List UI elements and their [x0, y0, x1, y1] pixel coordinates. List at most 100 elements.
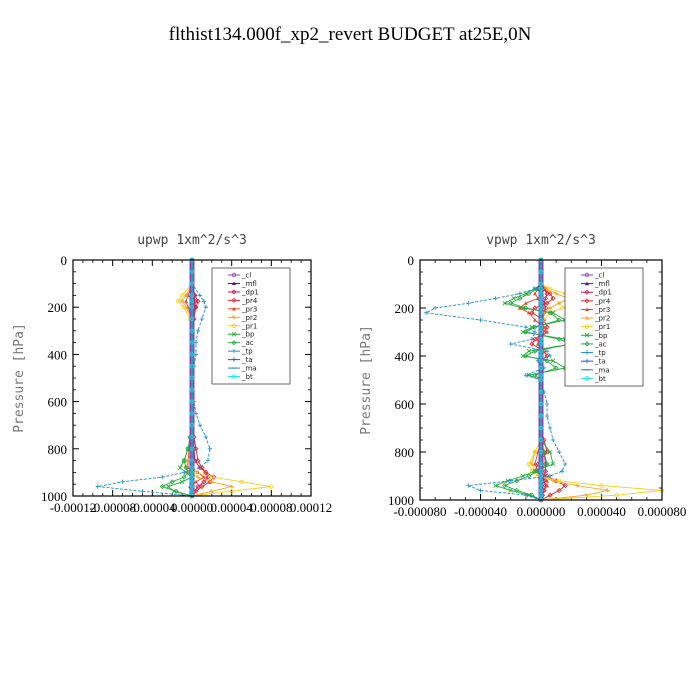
- data-point: [538, 325, 544, 330]
- data-point: [556, 317, 562, 323]
- data-point: [195, 458, 201, 464]
- data-point: [547, 353, 553, 359]
- legend-label: _ma: [594, 366, 610, 374]
- data-point: [195, 475, 200, 480]
- data-point: [197, 465, 203, 470]
- data-point: [193, 411, 199, 416]
- data-point: [523, 301, 528, 305]
- x-tick-label: 0.00008: [250, 500, 292, 515]
- data-point: [478, 317, 483, 323]
- data-point: [189, 399, 195, 404]
- data-point: [189, 411, 195, 416]
- legend-entry-ta: _ta: [228, 356, 253, 364]
- data-point: [559, 305, 565, 311]
- data-point: [181, 458, 187, 464]
- data-point: [523, 373, 529, 378]
- data-point: [556, 487, 562, 493]
- legend-entry-bp: _bp: [228, 331, 255, 339]
- x-tick-label: 0.00000: [171, 500, 213, 515]
- data-point: [526, 348, 532, 354]
- data-point: [203, 305, 209, 310]
- legend-entry-cl: _cl: [581, 272, 604, 280]
- data-point: [181, 470, 187, 475]
- legend-entry-ac: _ac: [581, 340, 607, 348]
- legend-label: _ta: [241, 356, 253, 364]
- data-point: [189, 458, 195, 463]
- data-point: [614, 493, 619, 498]
- data-point: [211, 474, 217, 480]
- legend-label: _mfl: [241, 280, 257, 288]
- data-point: [197, 293, 203, 298]
- data-point: [189, 299, 195, 304]
- legend-entry-pr3: _pr3: [581, 306, 610, 314]
- legend-entry-ma: _ma: [228, 365, 257, 373]
- data-point: [466, 301, 471, 306]
- data-point: [526, 473, 532, 479]
- legend-label: _pr3: [241, 305, 257, 313]
- data-point: [538, 281, 544, 287]
- legend-marker: [584, 350, 590, 355]
- data-point: [538, 449, 544, 455]
- data-point: [556, 449, 562, 455]
- legend-marker: [231, 323, 237, 328]
- data-point: [538, 301, 544, 306]
- series-bt: [538, 257, 544, 503]
- legend-entry-ma: _ma: [581, 366, 610, 374]
- data-point: [538, 478, 544, 483]
- data-point: [547, 286, 553, 291]
- data-point: [532, 348, 538, 354]
- data-point: [532, 318, 537, 322]
- legend-marker: [231, 331, 237, 337]
- data-point: [189, 489, 195, 494]
- legend-marker: [584, 341, 590, 347]
- data-point: [532, 324, 538, 330]
- data-point: [532, 372, 538, 378]
- x-tick-label: 0.00004: [211, 500, 254, 515]
- data-point: [184, 299, 189, 303]
- series-line-tp: [424, 260, 566, 501]
- data-point: [544, 401, 550, 407]
- data-point: [181, 474, 187, 480]
- data-point: [193, 352, 199, 357]
- x-tick-label: 0.000000: [517, 504, 566, 519]
- data-point: [532, 286, 538, 291]
- x-tick-label: 0.00012: [290, 500, 332, 515]
- legend-marker: [585, 281, 589, 286]
- y-tick-label: 200: [395, 301, 415, 316]
- data-point: [538, 469, 544, 474]
- data-point: [538, 329, 544, 335]
- data-point: [186, 458, 191, 463]
- data-point: [189, 470, 195, 475]
- data-point: [542, 468, 549, 474]
- data-point: [526, 291, 532, 297]
- data-point: [514, 487, 520, 493]
- legend-entry-mfl: _mfl: [228, 280, 257, 288]
- data-point: [201, 299, 207, 304]
- legend-label: _dp1: [594, 289, 612, 297]
- data-point: [180, 299, 185, 304]
- data-point: [538, 358, 544, 363]
- data-point: [544, 324, 550, 330]
- data-point: [557, 301, 562, 306]
- legend-entry-dp1: _dp1: [581, 289, 612, 297]
- data-point: [508, 478, 513, 483]
- panel-title: vpwp 1xm^2/s^3: [486, 233, 596, 248]
- legend-marker: [584, 358, 590, 364]
- data-point: [508, 341, 513, 347]
- data-point: [532, 336, 538, 342]
- data-point: [532, 291, 537, 296]
- data-point: [179, 293, 185, 298]
- data-point: [538, 286, 544, 291]
- data-point: [529, 310, 535, 316]
- data-point: [189, 364, 195, 369]
- data-point: [189, 474, 195, 480]
- data-point: [189, 423, 195, 428]
- data-point: [508, 300, 514, 306]
- legend-label: _pr2: [594, 315, 610, 323]
- data-point: [199, 465, 205, 471]
- data-point: [548, 306, 553, 310]
- data-point: [532, 462, 537, 466]
- data-point: [199, 483, 205, 490]
- data-point: [538, 483, 544, 488]
- data-point: [538, 413, 544, 419]
